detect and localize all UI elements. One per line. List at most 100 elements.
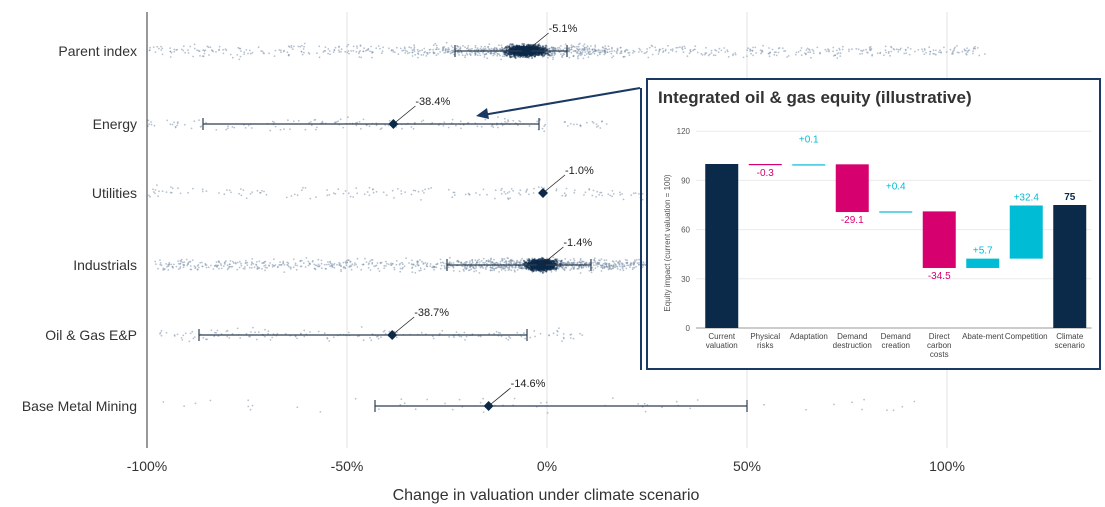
data-point: [466, 47, 469, 49]
data-point: [588, 50, 590, 53]
data-point: [458, 54, 460, 56]
data-point: [393, 197, 395, 199]
data-point: [615, 260, 618, 262]
data-point: [296, 264, 299, 267]
data-point: [152, 46, 155, 48]
data-point: [317, 263, 320, 266]
data-point: [693, 48, 695, 51]
data-point: [607, 268, 610, 271]
data-point: [595, 264, 597, 266]
data-point: [539, 118, 542, 121]
data-point: [417, 260, 419, 263]
data-point: [239, 55, 242, 58]
data-point: [279, 261, 281, 263]
data-point: [448, 188, 450, 191]
data-point: [480, 125, 483, 128]
data-point: [444, 49, 447, 52]
data-point: [498, 53, 501, 56]
data-point: [193, 43, 196, 46]
data-point: [616, 47, 619, 50]
data-point: [367, 47, 370, 50]
data-point: [528, 259, 531, 262]
data-point: [449, 256, 451, 259]
data-point: [604, 51, 606, 54]
data-point: [345, 259, 348, 262]
data-point: [437, 48, 440, 51]
data-point: [622, 56, 625, 58]
data-point: [528, 193, 530, 196]
data-point: [928, 46, 931, 49]
data-point: [242, 267, 245, 270]
data-point: [496, 54, 499, 57]
data-point: [176, 124, 179, 127]
data-point: [616, 265, 619, 268]
data-point: [204, 262, 207, 265]
data-point: [364, 257, 366, 260]
data-point: [619, 268, 622, 271]
data-point: [299, 45, 302, 48]
data-point: [675, 50, 678, 53]
data-point: [452, 269, 455, 272]
data-point: [269, 339, 272, 341]
data-point: [503, 258, 506, 260]
data-point: [800, 54, 803, 56]
data-point: [519, 53, 522, 56]
data-point: [526, 259, 529, 262]
data-point: [474, 46, 477, 49]
data-point: [499, 54, 501, 57]
data-point: [806, 47, 809, 50]
data-point: [714, 54, 717, 57]
data-point: [622, 198, 625, 201]
data-point: [417, 53, 420, 56]
data-point: [543, 130, 546, 133]
data-point: [462, 268, 465, 271]
data-point: [181, 261, 184, 264]
data-point: [287, 54, 290, 57]
data-point: [600, 270, 603, 272]
data-point: [489, 259, 492, 262]
data-point: [750, 52, 752, 55]
data-point: [526, 258, 529, 260]
data-point: [690, 50, 692, 53]
data-point: [621, 267, 624, 270]
data-point: [576, 123, 578, 126]
data-point: [797, 51, 800, 53]
data-point: [630, 194, 633, 197]
data-point: [520, 335, 523, 338]
data-point: [330, 264, 333, 267]
data-point: [754, 46, 757, 49]
data-point: [183, 264, 186, 267]
data-point: [314, 267, 316, 270]
data-point: [513, 261, 516, 263]
data-point: [635, 265, 637, 268]
data-point: [592, 264, 595, 267]
data-point: [600, 120, 603, 123]
data-point: [428, 51, 431, 54]
data-point: [387, 124, 390, 127]
data-point: [371, 259, 374, 261]
data-point: [302, 48, 305, 50]
data-point: [469, 266, 472, 269]
data-point: [655, 49, 657, 52]
data-point: [809, 51, 812, 54]
data-point: [315, 196, 317, 199]
data-point: [261, 50, 264, 53]
data-point: [263, 260, 266, 263]
data-point: [761, 50, 764, 53]
data-point: [935, 49, 937, 52]
data-point: [293, 193, 296, 196]
data-point: [269, 262, 271, 264]
data-point: [574, 50, 577, 52]
data-point: [529, 267, 532, 270]
data-point: [363, 47, 365, 50]
data-point: [549, 267, 552, 270]
data-point: [411, 259, 413, 262]
data-point: [632, 52, 634, 54]
data-point: [436, 46, 438, 49]
data-point: [411, 266, 414, 269]
data-point: [499, 266, 501, 269]
data-point: [627, 52, 630, 54]
data-point: [532, 192, 535, 194]
data-point: [397, 53, 400, 55]
data-point: [917, 48, 920, 51]
